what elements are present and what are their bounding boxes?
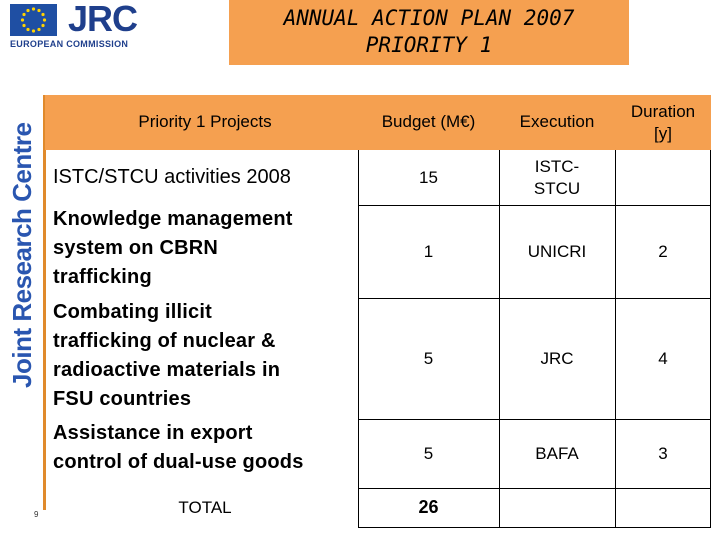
table-row-execution: JRC [540, 348, 574, 368]
project-line: control of dual-use goods [53, 451, 304, 473]
joint-research-centre-label: Joint Research Centre [7, 122, 37, 388]
title-line-2: PRIORITY 1 [365, 33, 493, 57]
project-line: trafficking of nuclear & [53, 330, 276, 352]
project-line: trafficking [53, 266, 152, 288]
table-row-budget: 1 [423, 241, 434, 261]
total-label: TOTAL [178, 497, 232, 517]
european-commission-label: EUROPEAN COMMISSION [10, 39, 129, 49]
project-line: radioactive materials in [53, 359, 281, 381]
page-number: 9 [34, 510, 39, 519]
eu-flag-icon [10, 4, 57, 36]
slide-title: ANNUAL ACTION PLAN 2007 PRIORITY 1 [229, 0, 629, 65]
project-line: system on CBRN [53, 237, 219, 259]
header-budget-bg [358, 95, 499, 150]
table-grid [358, 150, 711, 528]
projects-table: Priority 1 Projects Budget (M€) Executio… [45, 95, 711, 528]
table-row-project: Assistance in export control of dual-use… [45, 419, 358, 488]
project-line: FSU countries [53, 388, 192, 410]
table-row-budget: 15 [419, 167, 438, 187]
header-budget: Budget (M€) [381, 112, 476, 131]
total-budget: 26 [418, 497, 439, 517]
table-row-project: Knowledge management system on CBRN traf… [45, 205, 358, 298]
execution-line: ISTC- [534, 156, 580, 176]
table-row-duration: 2 [658, 241, 668, 261]
table-row-budget: 5 [423, 348, 434, 368]
header-duration-bg [615, 95, 711, 150]
table-row-project: Combating illicit trafficking of nuclear… [45, 298, 358, 419]
table-row-budget: 5 [423, 443, 434, 463]
table-row-execution: BAFA [535, 443, 579, 463]
jrc-logo: JRC EUROPEAN COMMISSION [10, 0, 138, 50]
header-duration: Duration [y] [615, 95, 711, 150]
header-duration-line2: [y] [654, 123, 672, 143]
project-line: Knowledge management [53, 208, 293, 230]
table-row-duration: 4 [658, 348, 668, 368]
project-line: Assistance in export [53, 422, 253, 444]
header-execution: Execution [519, 112, 595, 131]
header-projects: Priority 1 Projects [138, 112, 272, 131]
title-line-1: ANNUAL ACTION PLAN 2007 [283, 6, 575, 30]
table-row-project: ISTC/STCU activities 2008 [45, 150, 358, 205]
project-name: ISTC/STCU activities 2008 [53, 166, 291, 188]
table-row-execution: UNICRI [527, 241, 587, 261]
execution-line: STCU [533, 178, 581, 198]
table-row-duration: 3 [658, 443, 668, 463]
table-row-execution: ISTC- STCU [499, 150, 615, 205]
header-duration-line1: Duration [630, 101, 696, 121]
header-execution-bg [499, 95, 615, 150]
header-projects-bg [45, 95, 358, 150]
side-accent-bar [43, 95, 46, 510]
jrc-wordmark: JRC [68, 0, 138, 39]
project-line: Combating illicit [53, 301, 212, 323]
table-row-duration [615, 150, 711, 205]
